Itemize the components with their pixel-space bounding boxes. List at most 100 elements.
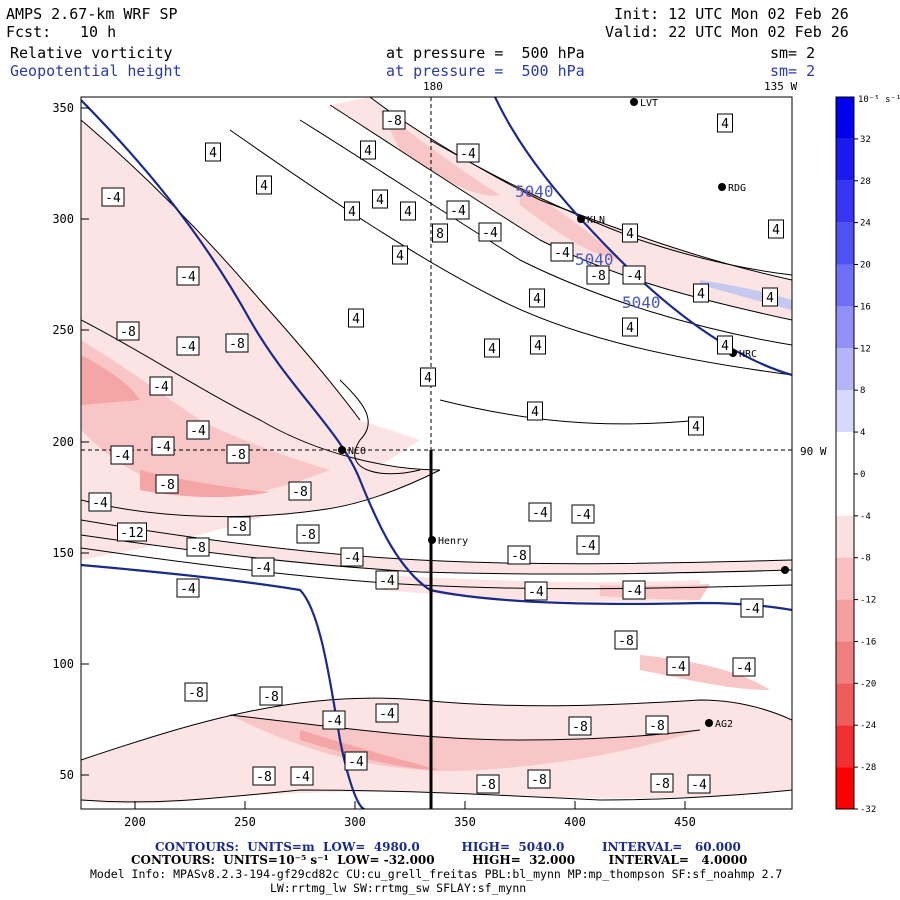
contour-label: 4	[533, 292, 541, 307]
contour-label-box	[290, 766, 314, 786]
contour-label: -4	[180, 340, 196, 355]
contour-label-box	[622, 317, 638, 337]
colorbar-label: -20	[860, 679, 876, 689]
y-tick-label: 300	[52, 212, 74, 226]
contour-label-box	[151, 436, 175, 456]
valid-time: Valid: 22 UTC Mon 02 Feb 26	[605, 23, 849, 41]
colorbar-segment	[836, 264, 854, 307]
contour-label: -4	[450, 204, 466, 219]
contour-label-box	[110, 445, 134, 465]
contour-label-box	[768, 219, 784, 239]
contour-label-box	[568, 716, 592, 736]
contour-label: 4	[721, 117, 729, 132]
contour-label-box	[259, 686, 283, 706]
contour-label-box	[375, 703, 399, 723]
contour-label-box	[288, 481, 312, 501]
contour-label-box	[252, 766, 276, 786]
contour-label-box	[400, 201, 416, 221]
colorbar-label: 20	[860, 261, 871, 271]
contour-label: -8	[590, 269, 606, 284]
contour-label: -12	[120, 526, 143, 541]
contour-label-box	[88, 492, 112, 512]
contour-label: -4	[190, 424, 206, 439]
colorbar-segment	[836, 432, 854, 474]
colorbar-segment	[836, 641, 854, 684]
forecast-hour: 10 h	[80, 23, 117, 41]
contour-label: -8	[263, 690, 279, 705]
y-tick-label: 50	[60, 768, 74, 782]
colorbar-label: -12	[860, 596, 876, 606]
contour-label-box	[149, 376, 173, 396]
colorbar-label: 0	[860, 470, 865, 480]
contour-label-box	[186, 537, 210, 557]
contour-label: -8	[230, 448, 246, 463]
contour-label: 4	[352, 312, 360, 327]
contour-label: -4	[180, 582, 196, 597]
contour-label-box	[256, 175, 272, 195]
contour-label: -8	[256, 770, 272, 785]
contour-label: -4	[626, 269, 642, 284]
contour-label-box	[155, 474, 179, 494]
contour-label: -4	[379, 707, 395, 722]
contour-label: -4	[255, 561, 271, 576]
field2-smoothing: sm= 2	[770, 62, 816, 80]
contour-label-box	[340, 547, 364, 567]
contour-label: -4	[736, 661, 752, 676]
contour-label-box	[344, 201, 360, 221]
contour-label: 4	[488, 342, 496, 357]
contour-label-box	[622, 223, 638, 243]
contour-label-box	[251, 557, 275, 577]
contour-label-box	[507, 545, 531, 565]
contour-label: -4	[153, 380, 169, 395]
colorbar-segment	[836, 306, 854, 349]
contour-label: -8	[190, 541, 206, 556]
contour-label: -8	[292, 485, 308, 500]
station-label: AG2	[715, 719, 733, 730]
contour-label: 4	[721, 339, 729, 354]
height-label: 5040	[575, 250, 614, 269]
contour-label: -4	[580, 539, 596, 554]
y-tick-label: 100	[52, 657, 74, 671]
colorbar-segment	[836, 557, 854, 600]
colorbar-label: -8	[860, 554, 871, 564]
y-axis: 50 100 150 200 250 300 350	[52, 101, 89, 782]
contour-label: -4	[670, 660, 686, 675]
contour-label: -4	[155, 440, 171, 455]
contour-label: -4	[348, 755, 364, 770]
contour-label-box	[666, 656, 690, 676]
station-dot	[705, 719, 713, 727]
colorbar-label: 8	[860, 386, 865, 396]
colorbar-segment	[836, 222, 854, 265]
x-tick-label: 300	[344, 815, 366, 829]
colorbar-label: 16	[860, 302, 871, 312]
contour-label: 4	[260, 179, 268, 194]
y-tick-label: 250	[52, 323, 74, 337]
station-dot	[338, 446, 346, 454]
footer-vorticity-contours: CONTOURS: UNITS=10⁻⁵ s⁻¹ LOW= -32.000 HI…	[131, 853, 748, 867]
station-label: RDG	[728, 183, 746, 194]
contour-label: -8	[159, 478, 175, 493]
contour-label-box	[530, 335, 546, 355]
colorbar-label: 28	[860, 177, 871, 187]
colorbar-label: -24	[860, 721, 876, 731]
footer-model-info-2: LW:rrtmg_lw SW:rrtmg_sw SFLAY:sf_mynn	[270, 881, 527, 895]
station-dot	[718, 183, 726, 191]
contour-label: 4	[424, 371, 432, 386]
contour-label: 4	[534, 339, 542, 354]
field2-pressure: at pressure = 500 hPa	[386, 62, 585, 80]
contour-label: -8	[300, 528, 316, 543]
meridian-180-label: 180	[423, 80, 443, 93]
contour-label-box	[375, 570, 399, 590]
contour-label-box	[717, 335, 733, 355]
meridian-90w-label: 90 W	[800, 445, 827, 458]
contour-label-box	[176, 336, 200, 356]
contour-label-box	[420, 367, 436, 387]
contour-label-box	[527, 401, 543, 421]
field1-name: Relative vorticity	[10, 44, 173, 62]
contour-label: 4	[766, 291, 774, 306]
colorbar-segment	[836, 683, 854, 726]
contour-label-box	[576, 535, 600, 555]
colorbar-label: 12	[860, 344, 871, 354]
y-tick-label: 350	[52, 101, 74, 115]
contour-label-box	[650, 773, 674, 793]
